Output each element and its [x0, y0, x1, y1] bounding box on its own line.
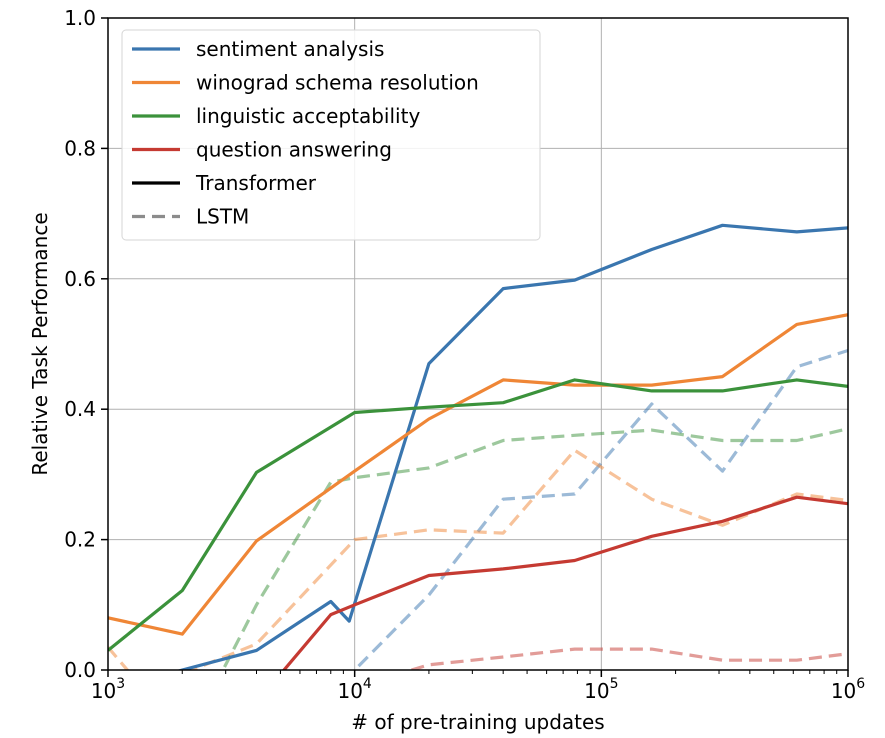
x-tick-label: 104	[337, 676, 371, 703]
legend-label: linguistic acceptability	[196, 104, 420, 128]
series-line-winograd-schema-resolution-transformer	[108, 313, 848, 636]
legend-box	[121, 29, 541, 241]
axis-ticks: 103 104 105 106 0.0 0.2 0.4 0.6 0.8 1.0	[64, 6, 865, 703]
series-line-question-answering-lstm	[411, 647, 848, 670]
legend-label: LSTM	[196, 205, 249, 229]
legend-label: sentiment analysis	[196, 37, 384, 61]
series-line-question-answering-transformer	[281, 495, 848, 670]
legend: sentiment analysis winograd schema resolu…	[121, 29, 541, 241]
legend-label: winograd schema resolution	[196, 71, 479, 95]
y-axis-label: Relative Task Performance	[28, 212, 52, 475]
series-line-linguistic-acceptability-transformer	[108, 378, 848, 652]
series-line-linguistic-acceptability-lstm	[221, 427, 848, 670]
y-tick-label: 0.8	[64, 136, 96, 160]
series-line-sentiment-analysis-transformer	[176, 223, 848, 670]
legend-label: question answering	[196, 138, 392, 162]
y-tick-label: 1.0	[64, 6, 96, 30]
series-lines	[108, 223, 848, 670]
x-tick-label: 105	[584, 676, 618, 703]
series-line-sentiment-analysis-lstm	[353, 348, 848, 670]
plot-frame	[107, 17, 849, 671]
y-tick-label: 0.0	[64, 658, 96, 682]
x-tick-label: 106	[831, 676, 865, 703]
legend-label: Transformer	[195, 171, 317, 195]
y-tick-label: 0.2	[64, 528, 96, 552]
y-tick-label: 0.6	[64, 267, 96, 291]
y-tick-label: 0.4	[64, 397, 96, 421]
x-tick-label: 103	[91, 676, 125, 703]
x-axis-label: # of pre-training updates	[351, 710, 604, 734]
